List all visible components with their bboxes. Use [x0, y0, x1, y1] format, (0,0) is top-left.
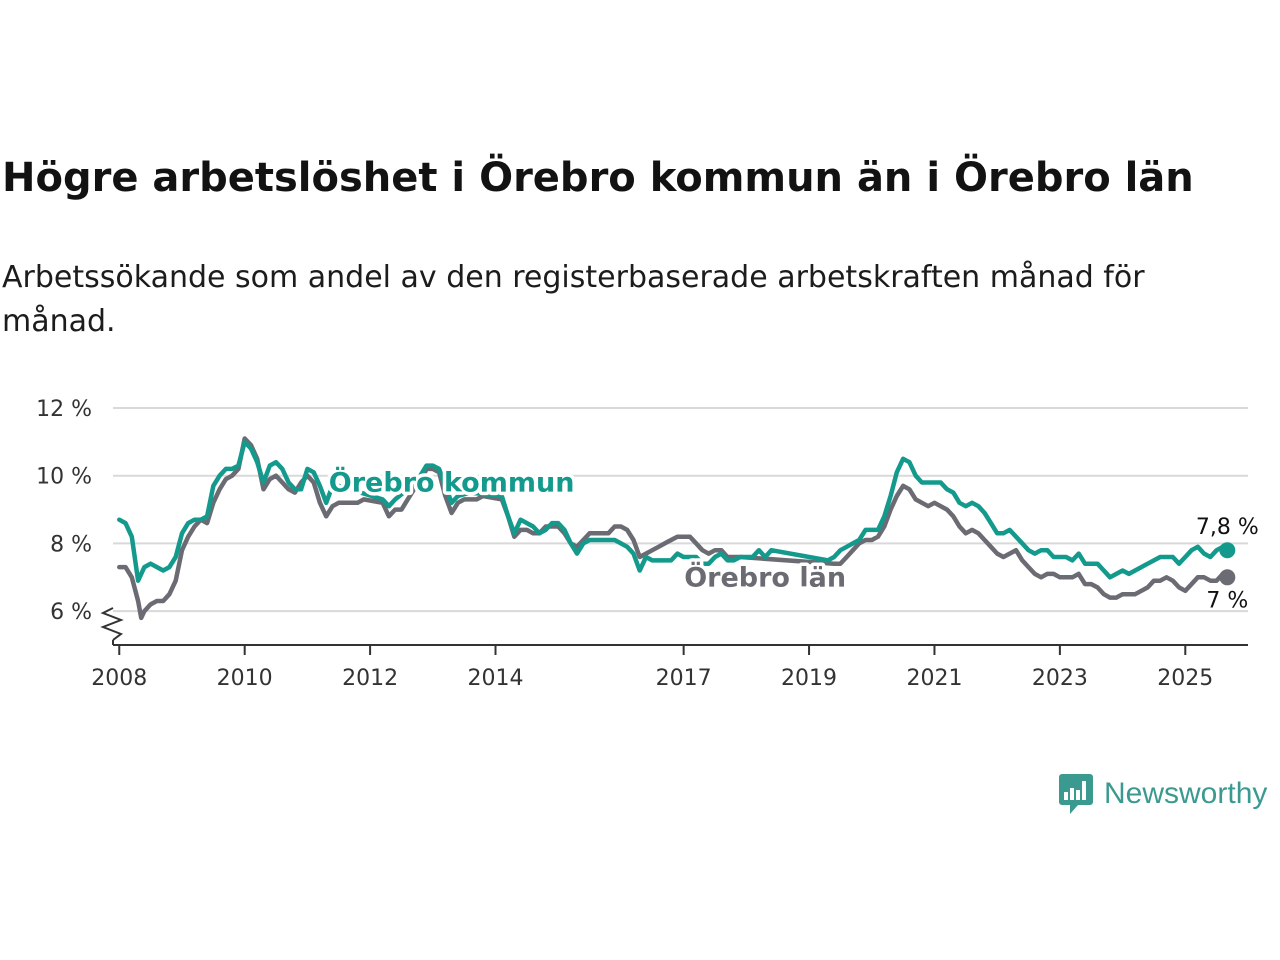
- chart-title: Högre arbetslöshet i Örebro kommun än i …: [2, 155, 1194, 201]
- x-tick-label: 2014: [468, 666, 524, 691]
- x-tick-label: 2017: [656, 666, 712, 691]
- y-axis: 6 % 8 % 10 % 12 %: [36, 397, 124, 645]
- end-point-orebro-kommun: [1219, 542, 1236, 559]
- gridlines: [113, 407, 1248, 613]
- line-chart: 6 %8 %10 %12 % 2008 2010 2012 2014 2017 2019 2…: [36, 397, 1259, 691]
- x-axis: 2008 2010 2012 2014 2017 2019 2021 2023 2025: [91, 644, 1248, 691]
- y-tick-label: 10 %: [36, 465, 92, 490]
- axis-break-icon: [100, 607, 124, 641]
- end-label-orebro-kommun: 7,8 %: [1196, 515, 1259, 540]
- label-orebro-kommun: Örebro kommun: [329, 465, 575, 498]
- newsworthy-logo[interactable]: Newsworthy: [1058, 772, 1267, 816]
- y-tick-label: 12 %: [36, 397, 92, 422]
- x-tick-label: 2008: [91, 666, 147, 691]
- y-tick-label: 6 %: [50, 600, 92, 625]
- series-labels: 7,8 % 7 % Örebro kommun Örebro län: [325, 462, 1259, 613]
- brand-name: Newsworthy: [1104, 777, 1268, 810]
- x-tick-label: 2010: [217, 666, 273, 691]
- series-line-orebro-kommun: [117, 439, 1230, 583]
- chart-subtitle: Arbetssökande som andel av den registerb…: [2, 260, 1145, 339]
- x-tick-label: 2023: [1032, 666, 1088, 691]
- x-tick-label: 2025: [1157, 666, 1213, 691]
- x-tick-label: 2021: [906, 666, 962, 691]
- end-point-orebro-lan: [1219, 569, 1236, 586]
- y-tick-label: 8 %: [50, 532, 92, 557]
- newsworthy-chart-bubble-icon: [1059, 774, 1093, 814]
- series-lines: [117, 436, 1236, 621]
- end-label-orebro-lan: 7 %: [1206, 588, 1248, 613]
- label-orebro-lan: Örebro län: [684, 560, 846, 593]
- series-line-orebro-lan: [117, 436, 1230, 621]
- x-tick-label: 2019: [781, 666, 837, 691]
- x-tick-label: 2012: [342, 666, 398, 691]
